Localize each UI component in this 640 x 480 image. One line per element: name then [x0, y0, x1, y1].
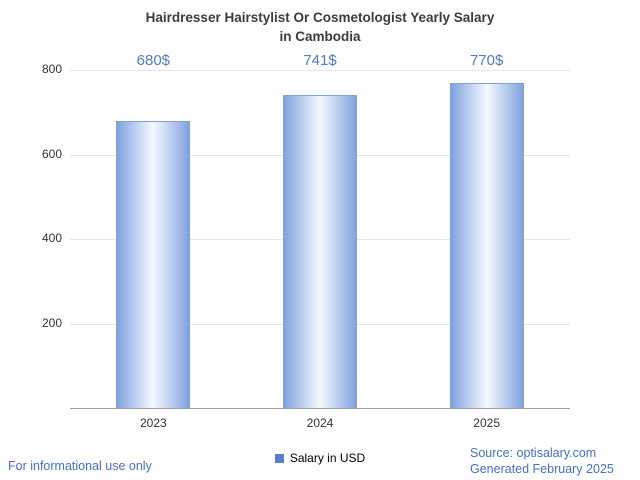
y-axis-tick-label: 600 [41, 146, 62, 161]
bar-2024 [283, 94, 357, 408]
source-block: Source: optisalary.com Generated Februar… [470, 445, 614, 477]
source-text: Source: optisalary.com [470, 446, 597, 460]
bar-value-label-2023: 680$ [136, 52, 171, 69]
y-axis-tick-label: 400 [41, 231, 62, 245]
chart-title-line2: in Cambodia [279, 29, 361, 44]
bar-value-label-2024: 741$ [303, 52, 337, 69]
legend-label: Salary in USD [289, 451, 366, 465]
chart-title: Hairdresser Hairstylist Or Cosmetologist… [0, 8, 640, 46]
x-axis-label-2025: 2025 [473, 416, 500, 430]
x-axis-label-2024: 2024 [306, 416, 334, 430]
gridline-800 [70, 70, 570, 71]
y-axis-tick-label: 200 [41, 315, 62, 330]
bar-value-label-2025: 770$ [469, 52, 504, 69]
chart-title-line1: Hairdresser Hairstylist Or Cosmetologist… [145, 10, 495, 25]
bar-2023 [116, 120, 191, 408]
generated-text: Generated February 2025 [470, 462, 614, 476]
x-axis-line [70, 408, 570, 409]
y-axis-tick-label: 800 [41, 62, 62, 76]
bar-2025 [449, 82, 524, 408]
legend-marker-icon [274, 453, 284, 463]
disclaimer-text: For informational use only [8, 459, 152, 473]
chart-legend: Salary in USD [0, 451, 640, 465]
x-axis-label-2023: 2023 [139, 416, 167, 430]
